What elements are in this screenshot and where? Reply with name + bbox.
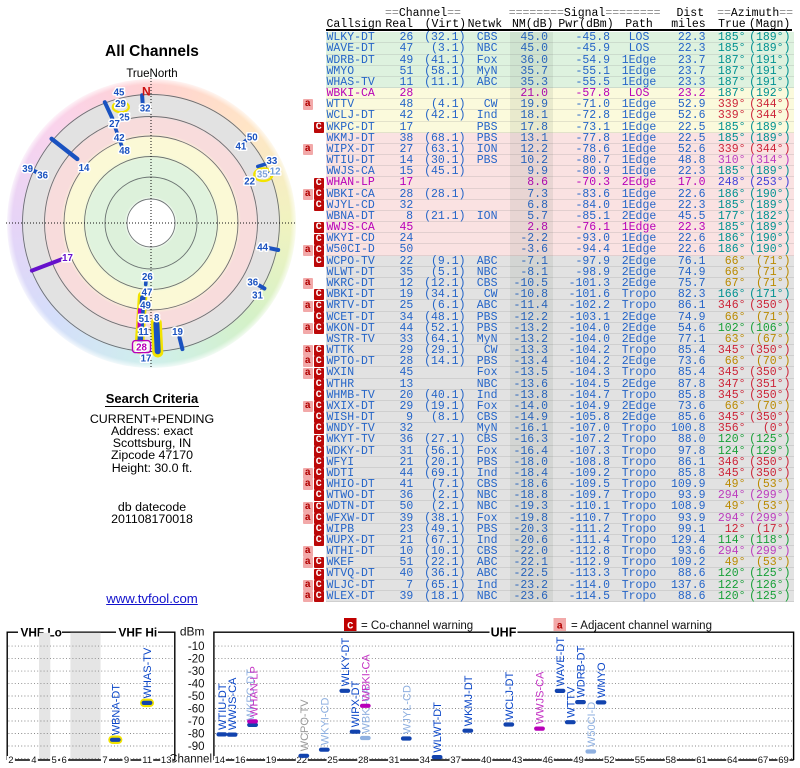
svg-text:WKYI-CD: WKYI-CD bbox=[319, 697, 331, 745]
svg-text:17: 17 bbox=[141, 353, 152, 364]
svg-text:WKMJ-DT: WKMJ-DT bbox=[463, 675, 475, 726]
svg-text:19: 19 bbox=[266, 755, 277, 766]
svg-text:WLKY-DT: WLKY-DT bbox=[340, 638, 352, 687]
svg-text:WDRB-DT: WDRB-DT bbox=[576, 645, 588, 697]
svg-text:36: 36 bbox=[247, 278, 258, 289]
svg-text:WWJS-CA: WWJS-CA bbox=[535, 671, 547, 724]
svg-text:4: 4 bbox=[31, 755, 36, 766]
svg-text:-60: -60 bbox=[188, 703, 205, 715]
svg-text:39: 39 bbox=[22, 164, 33, 175]
svg-text:-40: -40 bbox=[188, 678, 205, 690]
svg-text:WBKI-CA: WBKI-CA bbox=[360, 654, 372, 702]
svg-text:29: 29 bbox=[115, 99, 126, 110]
svg-text:-30: -30 bbox=[188, 666, 205, 678]
svg-text:28: 28 bbox=[136, 343, 147, 354]
svg-text:34: 34 bbox=[420, 755, 431, 766]
svg-text:-50: -50 bbox=[188, 691, 205, 703]
svg-text:WWJS-CA: WWJS-CA bbox=[227, 677, 239, 730]
svg-text:37: 37 bbox=[450, 755, 461, 766]
svg-text:44: 44 bbox=[257, 242, 268, 253]
svg-text:26: 26 bbox=[142, 272, 153, 283]
svg-text:2: 2 bbox=[8, 755, 13, 766]
svg-text:a: a bbox=[557, 621, 564, 633]
svg-text:= Co-channel warning: = Co-channel warning bbox=[361, 620, 473, 632]
svg-text:-20: -20 bbox=[188, 653, 205, 665]
svg-text:64: 64 bbox=[727, 755, 738, 766]
svg-text:31: 31 bbox=[252, 290, 263, 301]
svg-text:WCLJ-DT: WCLJ-DT bbox=[504, 671, 516, 720]
svg-text:43: 43 bbox=[512, 755, 523, 766]
svg-text:11: 11 bbox=[138, 327, 149, 338]
svg-text:45: 45 bbox=[114, 87, 125, 98]
svg-text:69: 69 bbox=[778, 755, 789, 766]
svg-text:8: 8 bbox=[154, 313, 160, 324]
svg-text:46: 46 bbox=[543, 755, 554, 766]
svg-text:-80: -80 bbox=[188, 728, 205, 740]
svg-text:51: 51 bbox=[139, 314, 150, 325]
svg-text:N: N bbox=[142, 85, 151, 99]
svg-text:50: 50 bbox=[247, 133, 258, 144]
svg-text:9: 9 bbox=[124, 755, 129, 766]
svg-text:VHF Hi: VHF Hi bbox=[119, 625, 158, 639]
svg-text:WIPX-DT: WIPX-DT bbox=[350, 680, 362, 727]
svg-text:WJYL-CD: WJYL-CD bbox=[401, 685, 413, 734]
svg-text:32: 32 bbox=[140, 104, 151, 115]
svg-text:11: 11 bbox=[142, 755, 152, 766]
svg-text:Channel: Channel bbox=[169, 754, 212, 766]
svg-text:35: 35 bbox=[257, 170, 268, 181]
svg-text:WMYO: WMYO bbox=[596, 662, 608, 698]
svg-text:14: 14 bbox=[215, 755, 226, 766]
svg-text:31: 31 bbox=[389, 755, 400, 766]
svg-text:33: 33 bbox=[267, 156, 278, 167]
svg-text:-70: -70 bbox=[188, 716, 205, 728]
svg-text:19: 19 bbox=[172, 327, 183, 338]
svg-text:WTIU-DT: WTIU-DT bbox=[217, 683, 229, 730]
svg-text:dBm: dBm bbox=[180, 625, 205, 639]
svg-text:52: 52 bbox=[604, 755, 615, 766]
svg-text:UHF: UHF bbox=[491, 626, 517, 640]
svg-text:5: 5 bbox=[51, 755, 56, 766]
svg-text:WHAN-LP: WHAN-LP bbox=[249, 666, 261, 717]
svg-text:W50CI-D: W50CI-D bbox=[586, 702, 598, 747]
svg-text:49: 49 bbox=[140, 301, 151, 312]
svg-text:VHF Lo: VHF Lo bbox=[21, 625, 62, 639]
svg-text:47: 47 bbox=[142, 288, 153, 299]
svg-text:42: 42 bbox=[114, 133, 125, 144]
svg-text:-10: -10 bbox=[188, 641, 205, 653]
svg-text:WBKI-CA: WBKI-CA bbox=[360, 686, 372, 734]
svg-text:41: 41 bbox=[236, 141, 247, 152]
svg-text:25: 25 bbox=[327, 755, 338, 766]
svg-text:WLWT-DT: WLWT-DT bbox=[432, 702, 444, 753]
svg-text:17: 17 bbox=[62, 253, 73, 264]
svg-text:WCPO-TV: WCPO-TV bbox=[299, 699, 311, 752]
svg-text:22: 22 bbox=[244, 176, 255, 187]
svg-text:C: C bbox=[347, 621, 354, 633]
svg-text:WAVE-DT: WAVE-DT bbox=[555, 637, 567, 687]
svg-text:-90: -90 bbox=[188, 741, 205, 753]
svg-text:36: 36 bbox=[37, 171, 48, 182]
svg-text:6: 6 bbox=[61, 755, 66, 766]
svg-text:25: 25 bbox=[119, 112, 130, 123]
svg-text:WTTV: WTTV bbox=[565, 686, 577, 718]
svg-text:7: 7 bbox=[102, 755, 107, 766]
svg-text:12: 12 bbox=[270, 166, 281, 177]
svg-text:WHAS-TV: WHAS-TV bbox=[142, 647, 154, 698]
svg-text:22: 22 bbox=[297, 755, 308, 766]
svg-text:67: 67 bbox=[758, 755, 769, 766]
svg-text:27: 27 bbox=[109, 119, 120, 130]
svg-text:WBNA-DT: WBNA-DT bbox=[110, 684, 122, 736]
svg-text:48: 48 bbox=[119, 146, 130, 157]
svg-text:13: 13 bbox=[161, 755, 172, 766]
svg-text:14: 14 bbox=[79, 163, 90, 174]
svg-text:28: 28 bbox=[358, 755, 369, 766]
svg-text:40: 40 bbox=[481, 755, 492, 766]
svg-text:WKPC-DT: WKPC-DT bbox=[245, 669, 257, 721]
svg-text:16: 16 bbox=[235, 755, 246, 766]
svg-text:49: 49 bbox=[573, 755, 584, 766]
svg-text:= Adjacent channel warning: = Adjacent channel warning bbox=[571, 620, 712, 632]
svg-text:61: 61 bbox=[696, 755, 707, 766]
svg-text:58: 58 bbox=[666, 755, 677, 766]
svg-text:55: 55 bbox=[635, 755, 646, 766]
